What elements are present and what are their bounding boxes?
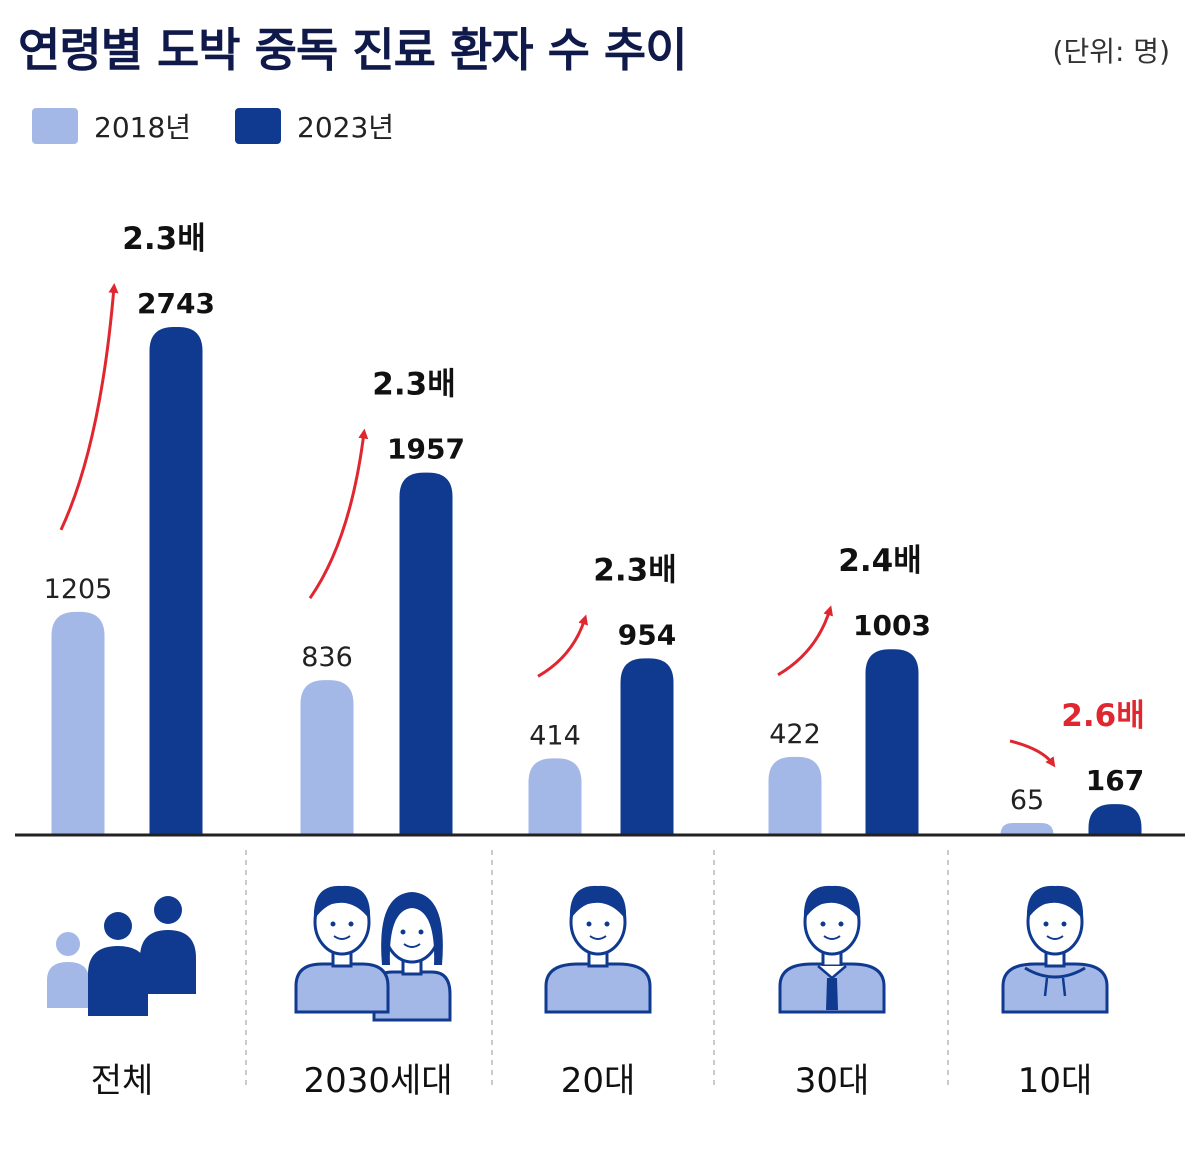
chart-title: 연령별 도박 중독 진료 환자 수 추이 [18,23,688,77]
growth-arrow-1 [308,428,369,600]
teen-hoodie-icon [1001,885,1109,1014]
bar-2018-4 [1000,822,1054,835]
value-label-2023-4: 167 [1086,764,1144,797]
bar-2018-3 [768,756,822,835]
legend-label-2023: 2023년 [297,111,395,144]
ratio-label-3: 2.4배 [838,543,921,579]
group-people-icon [47,896,196,1016]
value-label-2023-3: 1003 [853,609,931,642]
category-label-1: 2030세대 [303,1061,452,1101]
value-label-2018-0: 1205 [44,574,113,605]
value-label-2018-1: 836 [301,642,353,673]
category-label-2: 20대 [561,1061,636,1101]
value-label-2018-4: 65 [1010,785,1044,816]
value-label-2023-2: 954 [618,618,676,651]
ratio-label-0: 2.3배 [122,221,205,257]
bar-2023-2 [620,658,674,835]
bar-2018-0 [51,611,105,835]
value-label-2018-2: 414 [529,720,581,751]
bar-2018-1 [300,680,354,835]
ratio-label-1: 2.3배 [372,367,455,403]
legend-swatch-2018 [32,108,78,144]
category-label-0: 전체 [91,1061,154,1101]
bar-2023-4 [1088,804,1142,835]
ratio-label-4: 2.6배 [1061,698,1144,734]
bar-2023-0 [149,327,203,835]
growth-arrow-0 [59,283,119,531]
legend-item-2018: 2018년 [32,106,191,146]
growth-arrow-2 [537,614,588,678]
legend-item-2023: 2023년 [235,106,394,146]
bar-2018-2 [528,758,582,835]
category-label-3: 30대 [795,1061,870,1101]
value-label-2023-1: 1957 [387,433,465,466]
legend-swatch-2023 [235,108,282,144]
growth-arrow-4 [1009,739,1056,768]
legend-label-2018: 2018년 [94,111,192,144]
category-label-4: 10대 [1018,1061,1093,1101]
ratio-label-2: 2.3배 [593,552,676,588]
bar-2023-1 [399,472,453,835]
value-label-2018-3: 422 [769,719,821,750]
value-label-2023-0: 2743 [137,287,215,320]
couple-icon [294,885,452,1022]
young-man-icon [544,885,652,1014]
bar-2023-3 [865,649,919,835]
growth-arrow-3 [777,605,834,677]
unit-label: (단위: 명) [1052,35,1170,68]
legend: 2018년 2023년 [32,106,438,146]
man-with-tie-icon [778,885,886,1014]
